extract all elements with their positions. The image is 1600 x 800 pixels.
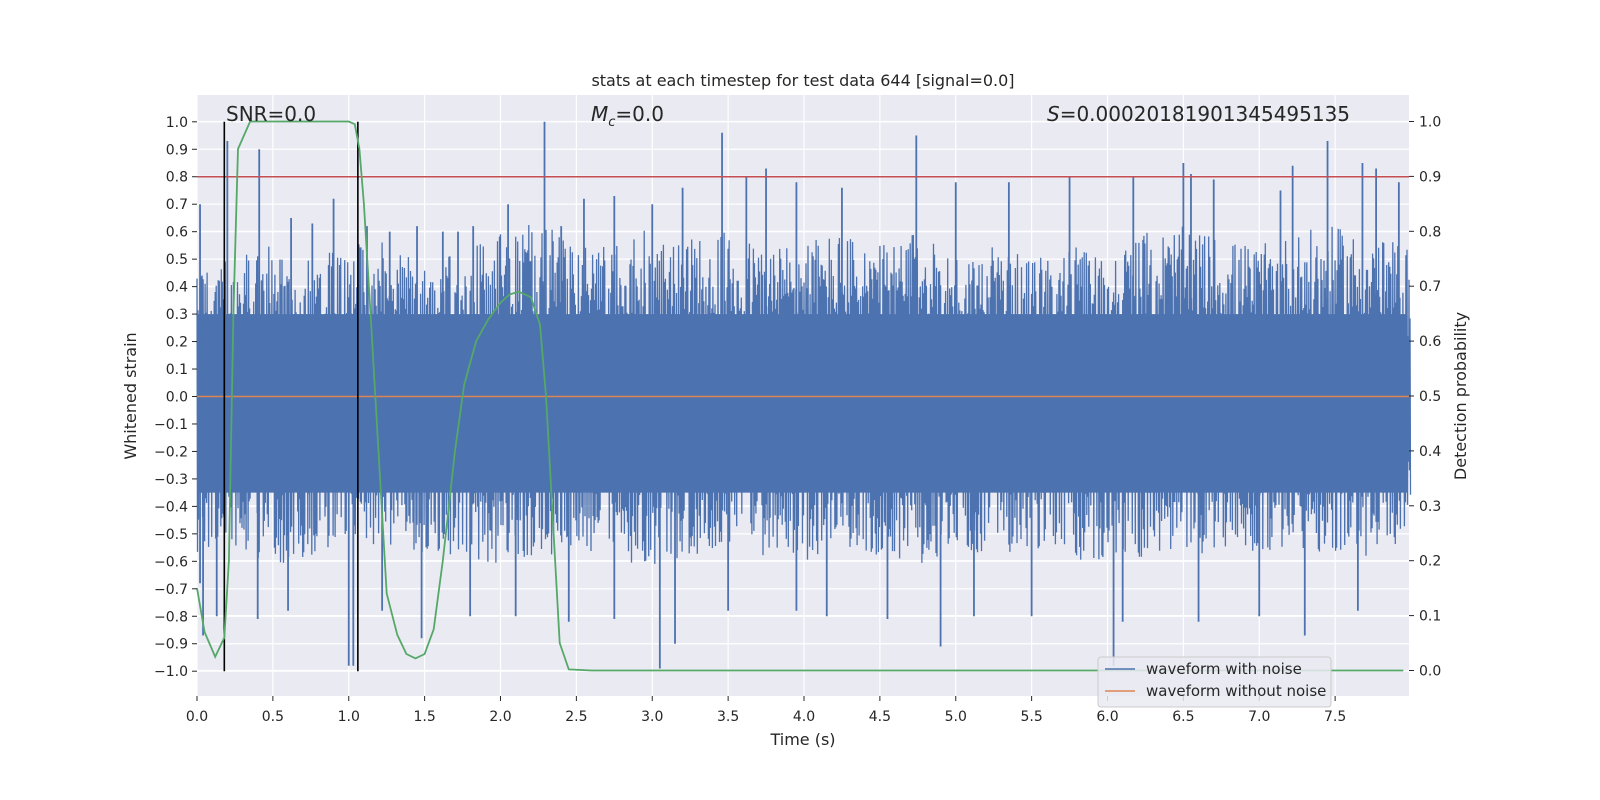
y-tick-label: 0.2 <box>166 335 188 351</box>
y-tick-label: 0.3 <box>166 307 188 323</box>
y-tick-label: −0.8 <box>154 609 188 625</box>
y2-tick-label: 0.8 <box>1419 224 1441 240</box>
y-tick-label: −0.7 <box>154 582 188 598</box>
x-tick-label: 2.5 <box>565 709 587 725</box>
mc-value: =0.0 <box>615 102 664 126</box>
y-tick-label: −0.1 <box>154 417 188 433</box>
y-tick-label: −0.2 <box>154 444 188 460</box>
x-tick-label: 2.0 <box>489 709 511 725</box>
y2-tick-label: 0.5 <box>1419 389 1441 405</box>
y-tick-label: 0.1 <box>166 362 188 378</box>
y-tick-label: 0.7 <box>166 197 188 213</box>
y2-tick-label: 0.9 <box>1419 169 1441 185</box>
y2-tick-label: 0.3 <box>1419 499 1441 515</box>
x-tick-label: 6.0 <box>1096 709 1118 725</box>
y2-axis-label: Detection probability <box>1451 312 1470 480</box>
mc-subscript: c <box>608 115 615 130</box>
y-tick-label: 0.6 <box>166 225 188 241</box>
mc-symbol: M <box>591 102 608 126</box>
mc-annotation: Mc=0.0 <box>591 102 664 130</box>
y2-tick-label: 0.2 <box>1419 554 1441 570</box>
y2-tick-label: 1.0 <box>1419 115 1441 131</box>
x-tick-label: 3.0 <box>641 709 663 725</box>
chart-title: stats at each timestep for test data 644… <box>591 71 1014 90</box>
y-tick-label: 0.9 <box>166 142 188 158</box>
s-value: =0.00020181901345495135 <box>1060 102 1350 126</box>
x-tick-label: 0.0 <box>186 709 208 725</box>
y2-tick-label: 0.6 <box>1419 334 1441 350</box>
legend-label-waveform-without-noise: waveform without noise <box>1146 682 1326 700</box>
strain-band <box>197 314 1407 493</box>
x-tick-label: 3.5 <box>717 709 739 725</box>
legend-box <box>1097 656 1332 708</box>
y-tick-label: −0.5 <box>154 527 188 543</box>
y-tick-label: 0.0 <box>166 390 188 406</box>
x-tick-label: 1.0 <box>338 709 360 725</box>
legend: waveform with noise waveform without noi… <box>1097 656 1332 708</box>
s-annotation: S=0.00020181901345495135 <box>1047 102 1350 126</box>
y-axis-label: Whitened strain <box>121 332 140 459</box>
x-tick-label: 0.5 <box>262 709 284 725</box>
y2-tick-label: 0.0 <box>1419 664 1441 680</box>
x-tick-label: 4.5 <box>869 709 891 725</box>
x-tick-label: 5.0 <box>945 709 967 725</box>
y-tick-label: −0.3 <box>154 472 188 488</box>
x-tick-label: 6.5 <box>1172 709 1194 725</box>
snr-annotation: SNR=0.0 <box>226 102 316 126</box>
overlay-lines <box>196 120 1409 672</box>
y-tick-label: −0.4 <box>154 499 188 515</box>
detection-probability-line <box>196 120 1404 672</box>
y-tick-label: −1.0 <box>154 664 188 680</box>
x-tick-label: 7.0 <box>1248 709 1270 725</box>
legend-label-waveform-with-noise: waveform with noise <box>1146 660 1302 678</box>
x-tick-label: 5.5 <box>1020 709 1042 725</box>
x-tick-label: 4.0 <box>793 709 815 725</box>
y2-tick-label: 0.4 <box>1419 444 1441 460</box>
y-tick-label: −0.6 <box>154 554 188 570</box>
y2-tick-label: 0.1 <box>1419 609 1441 625</box>
y-tick-label: −0.9 <box>154 637 188 653</box>
x-axis-label: Time (s) <box>769 730 835 749</box>
x-tick-label: 7.5 <box>1324 709 1346 725</box>
axes: 0.0 0.5 1.0 1.5 2.0 2.5 3.0 3.5 4.0 4.5 5.0 5.5 6.0 6… <box>154 115 1441 726</box>
y-tick-label: 0.8 <box>166 170 188 186</box>
y-tick-label: 0.4 <box>166 280 188 296</box>
x-tick-label: 1.5 <box>413 709 435 725</box>
y-tick-label: 0.5 <box>166 252 188 268</box>
y-tick-label: 1.0 <box>166 115 188 131</box>
s-symbol: S <box>1047 102 1060 126</box>
waveform-with-noise-series <box>196 121 1412 669</box>
y2-tick-label: 0.7 <box>1419 279 1441 295</box>
